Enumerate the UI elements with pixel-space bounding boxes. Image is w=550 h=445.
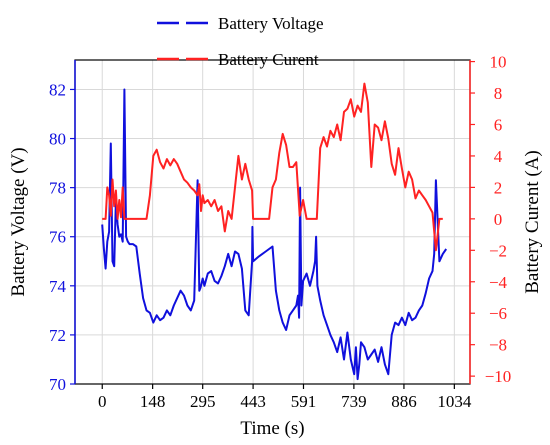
left-tick-label: 70 — [49, 375, 66, 394]
grid-lines — [75, 60, 470, 385]
legend-voltage-label: Battery Voltage — [218, 14, 324, 33]
right-tick-label: 2 — [494, 178, 503, 197]
x-tick-label: 443 — [240, 392, 266, 411]
left-axis-title: Battery Voltage (V) — [8, 147, 29, 296]
right-axis-title: Battery Curent (A) — [522, 150, 543, 294]
x-tick-label: 591 — [291, 392, 317, 411]
chart-legend: Battery Voltage Battery Curent — [157, 14, 324, 69]
x-tick-label: 1034 — [437, 392, 472, 411]
right-tick-label: 6 — [494, 115, 503, 134]
left-tick-label: 82 — [49, 80, 66, 99]
voltage-series-line — [101, 88, 448, 381]
x-tick-label: 148 — [140, 392, 166, 411]
left-tick-label: 72 — [49, 326, 66, 345]
left-tick-label: 80 — [49, 130, 66, 149]
right-tick-label: −4 — [489, 273, 508, 292]
left-tick-label: 78 — [49, 179, 66, 198]
legend-current-label: Battery Curent — [218, 50, 319, 69]
x-tick-label: 739 — [341, 392, 367, 411]
right-tick-label: 4 — [494, 147, 503, 166]
right-tick-label: −2 — [489, 241, 507, 260]
x-tick-label: 886 — [391, 392, 417, 411]
right-tick-label: −8 — [489, 336, 507, 355]
left-tick-label: 76 — [49, 228, 66, 247]
right-tick-label: 0 — [494, 210, 503, 229]
x-tick-label: 295 — [190, 392, 216, 411]
x-axis-title: Time (s) — [240, 418, 304, 439]
x-tick-label: 0 — [98, 392, 107, 411]
right-tick-label: 10 — [490, 53, 507, 72]
right-tick-label: −10 — [485, 367, 512, 386]
series-layer — [101, 82, 448, 381]
left-tick-label: 74 — [49, 277, 67, 296]
right-tick-label: 8 — [494, 84, 503, 103]
current-series-line — [102, 82, 443, 252]
right-tick-label: −6 — [489, 304, 507, 323]
